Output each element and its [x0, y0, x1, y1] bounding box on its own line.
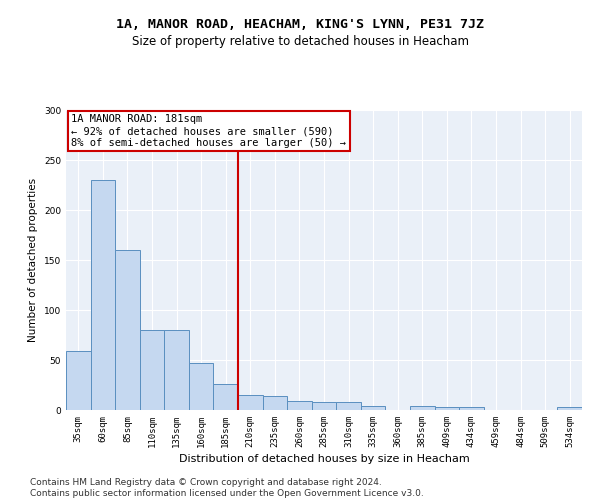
Bar: [214, 384, 238, 410]
Text: Contains HM Land Registry data © Crown copyright and database right 2024.
Contai: Contains HM Land Registry data © Crown c…: [30, 478, 424, 498]
Bar: [459, 407, 484, 410]
Bar: [189, 363, 214, 410]
Bar: [410, 406, 434, 410]
Bar: [287, 401, 312, 410]
Bar: [91, 180, 115, 410]
Text: 1A, MANOR ROAD, HEACHAM, KING'S LYNN, PE31 7JZ: 1A, MANOR ROAD, HEACHAM, KING'S LYNN, PE…: [116, 18, 484, 30]
Y-axis label: Number of detached properties: Number of detached properties: [28, 178, 38, 342]
Bar: [434, 407, 459, 410]
Bar: [336, 402, 361, 410]
Bar: [164, 330, 189, 410]
Bar: [115, 250, 140, 410]
Bar: [557, 407, 582, 410]
Bar: [238, 395, 263, 410]
X-axis label: Distribution of detached houses by size in Heacham: Distribution of detached houses by size …: [179, 454, 469, 464]
Bar: [361, 406, 385, 410]
Text: Size of property relative to detached houses in Heacham: Size of property relative to detached ho…: [131, 35, 469, 48]
Bar: [263, 396, 287, 410]
Bar: [312, 402, 336, 410]
Text: 1A MANOR ROAD: 181sqm
← 92% of detached houses are smaller (590)
8% of semi-deta: 1A MANOR ROAD: 181sqm ← 92% of detached …: [71, 114, 346, 148]
Bar: [66, 351, 91, 410]
Bar: [140, 330, 164, 410]
